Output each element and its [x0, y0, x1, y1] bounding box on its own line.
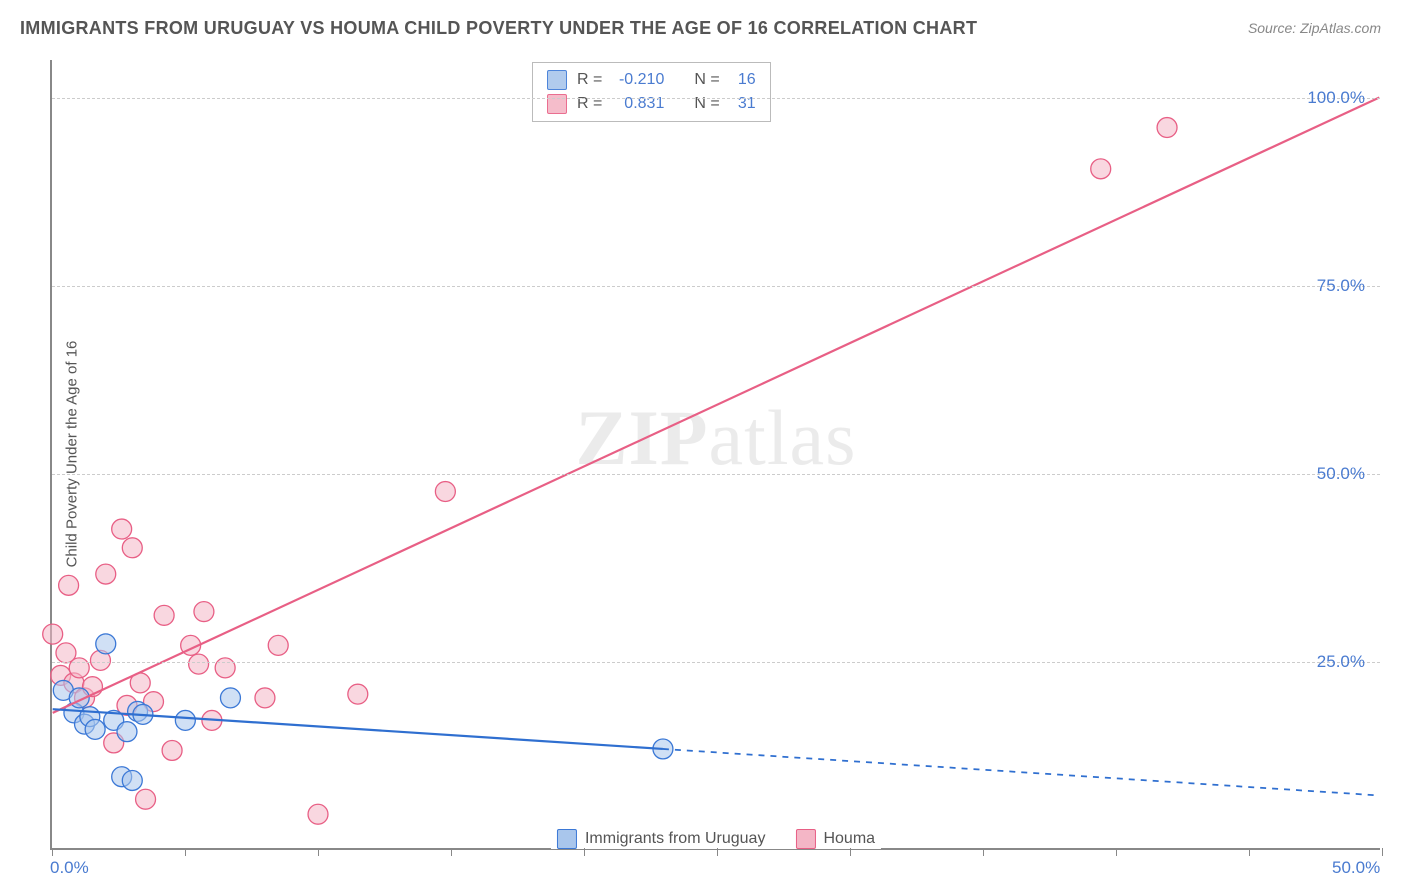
gridline-horizontal — [52, 286, 1380, 287]
trend-line-ext-uruguay — [663, 749, 1379, 796]
data-point-houma — [96, 564, 116, 584]
x-tick — [52, 848, 53, 856]
y-tick-label: 100.0% — [1307, 88, 1365, 108]
chart-title: IMMIGRANTS FROM URUGUAY VS HOUMA CHILD P… — [20, 18, 977, 39]
gridline-horizontal — [52, 98, 1380, 99]
gridline-horizontal — [52, 474, 1380, 475]
chart-svg — [52, 60, 1380, 848]
data-point-houma — [122, 538, 142, 558]
x-tick — [584, 848, 585, 856]
legend-n-value: 16 — [730, 71, 756, 89]
x-tick — [1249, 848, 1250, 856]
legend-row-houma: R = 0.831N =31 — [547, 92, 756, 116]
x-tick — [717, 848, 718, 856]
x-tick — [850, 848, 851, 856]
x-tick — [451, 848, 452, 856]
legend-r-value: -0.210 — [612, 71, 664, 89]
data-point-houma — [308, 804, 328, 824]
data-point-houma — [268, 635, 288, 655]
legend-swatch — [547, 70, 567, 90]
legend-r-label: R = — [577, 71, 602, 89]
legend-n-label: N = — [694, 71, 719, 89]
correlation-chart: IMMIGRANTS FROM URUGUAY VS HOUMA CHILD P… — [0, 0, 1406, 892]
legend-swatch — [795, 829, 815, 849]
data-point-houma — [136, 789, 156, 809]
data-point-houma — [162, 740, 182, 760]
data-point-houma — [435, 482, 455, 502]
trend-line-houma — [53, 98, 1380, 713]
x-tick-label: 50.0% — [1332, 858, 1380, 878]
data-point-houma — [59, 575, 79, 595]
data-point-houma — [154, 605, 174, 625]
legend-label: Immigrants from Uruguay — [585, 830, 766, 848]
x-tick — [1116, 848, 1117, 856]
data-point-uruguay — [96, 634, 116, 654]
data-point-houma — [348, 684, 368, 704]
data-point-uruguay — [122, 770, 142, 790]
correlation-legend: R = -0.210 N = 16 R = 0.831N =31 — [532, 62, 771, 122]
x-tick-label: 0.0% — [50, 858, 89, 878]
data-point-houma — [255, 688, 275, 708]
data-point-houma — [112, 519, 132, 539]
gridline-horizontal — [52, 662, 1380, 663]
data-point-uruguay — [220, 688, 240, 708]
legend-label: Houma — [823, 830, 875, 848]
y-tick-label: 25.0% — [1317, 652, 1365, 672]
x-tick — [1382, 848, 1383, 856]
source-label: Source: ZipAtlas.com — [1248, 20, 1381, 36]
legend-item-uruguay: Immigrants from Uruguay — [557, 829, 766, 849]
legend-swatch — [557, 829, 577, 849]
series-legend: Immigrants from Uruguay Houma — [551, 829, 881, 849]
legend-item-houma: Houma — [795, 829, 875, 849]
data-point-uruguay — [117, 722, 137, 742]
y-tick-label: 75.0% — [1317, 276, 1365, 296]
x-tick — [318, 848, 319, 856]
plot-area: Child Poverty Under the Age of 16 ZIPatl… — [50, 60, 1380, 850]
data-point-houma — [69, 658, 89, 678]
legend-row-uruguay: R = -0.210 N = 16 — [547, 68, 756, 92]
data-point-houma — [1091, 159, 1111, 179]
data-point-houma — [189, 654, 209, 674]
data-point-houma — [194, 602, 214, 622]
x-tick — [185, 848, 186, 856]
trend-line-uruguay — [53, 709, 663, 749]
data-point-uruguay — [85, 719, 105, 739]
data-point-houma — [215, 658, 235, 678]
data-point-uruguay — [175, 710, 195, 730]
x-tick — [983, 848, 984, 856]
data-point-houma — [1157, 118, 1177, 138]
data-point-houma — [43, 624, 63, 644]
y-tick-label: 50.0% — [1317, 464, 1365, 484]
